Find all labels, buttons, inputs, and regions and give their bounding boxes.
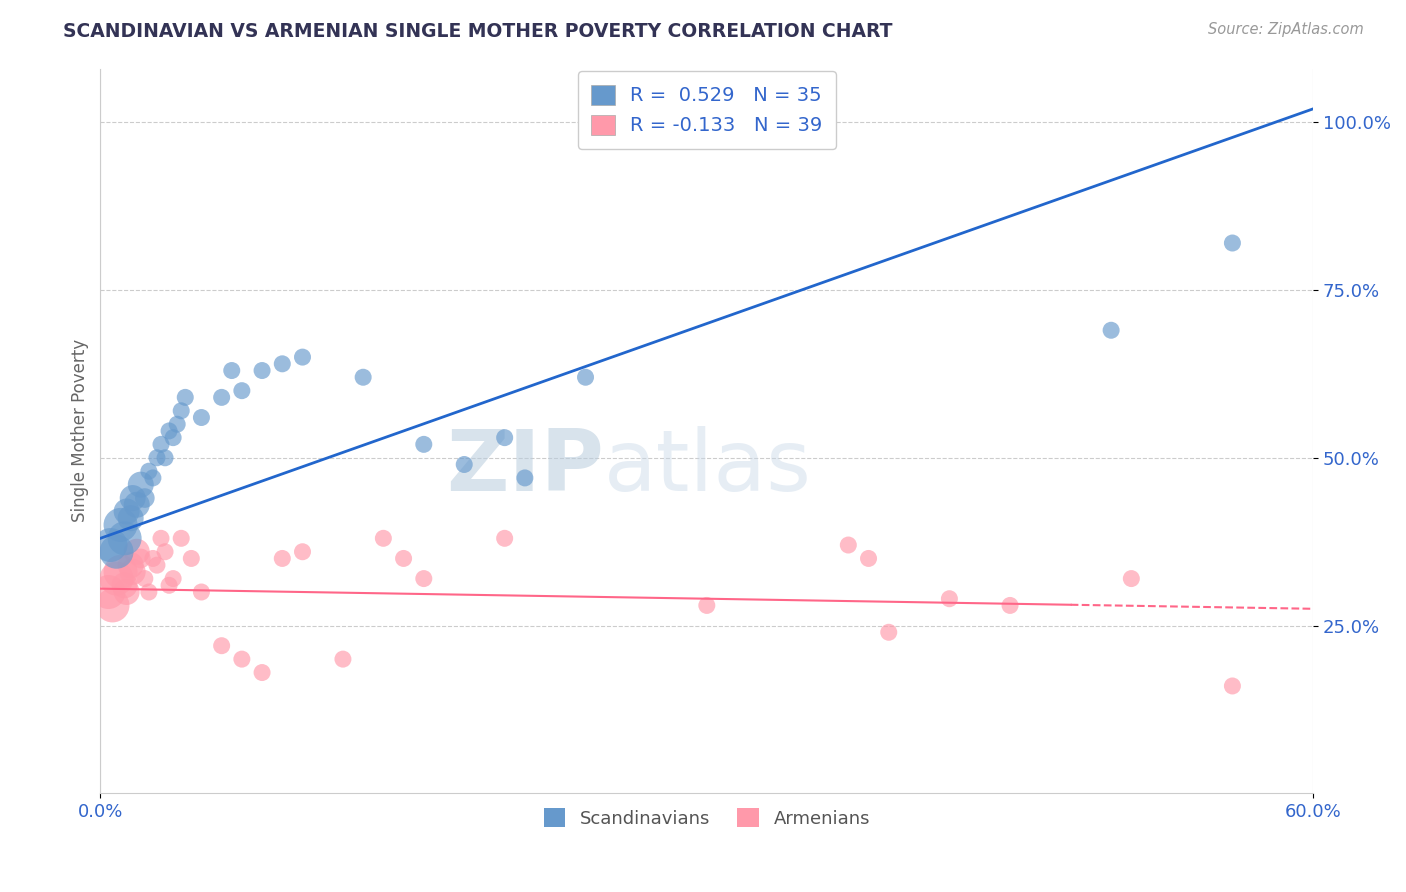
Point [110, 517, 132, 532]
Point [291, 545, 314, 559]
Point [121, 565, 143, 579]
Point [115, 504, 138, 518]
Point [412, 437, 434, 451]
Point [115, 585, 138, 599]
Text: Source: ZipAtlas.com: Source: ZipAtlas.com [1208, 22, 1364, 37]
Point [392, 551, 415, 566]
Point [157, 424, 180, 438]
Point [125, 498, 148, 512]
Point [190, 410, 212, 425]
Point [174, 390, 197, 404]
Point [162, 431, 184, 445]
Point [190, 585, 212, 599]
Point [271, 357, 294, 371]
Y-axis label: Single Mother Poverty: Single Mother Poverty [72, 339, 89, 523]
Point [332, 652, 354, 666]
Point [858, 551, 880, 566]
Point [142, 471, 165, 485]
Point [574, 370, 596, 384]
Point [153, 545, 176, 559]
Point [101, 599, 124, 613]
Point [166, 417, 188, 432]
Point [142, 551, 165, 566]
Point [211, 639, 233, 653]
Point [231, 652, 253, 666]
Point [100, 538, 122, 552]
Point [150, 531, 173, 545]
Point [170, 404, 193, 418]
Point [114, 531, 136, 545]
Point [162, 572, 184, 586]
Point [453, 458, 475, 472]
Point [125, 545, 148, 559]
Point [837, 538, 859, 552]
Point [134, 491, 156, 505]
Point [121, 491, 143, 505]
Point [1099, 323, 1122, 337]
Point [120, 558, 142, 573]
Point [146, 450, 169, 465]
Point [1121, 572, 1143, 586]
Point [250, 363, 273, 377]
Point [129, 477, 152, 491]
Point [271, 551, 294, 566]
Point [105, 545, 128, 559]
Point [696, 599, 718, 613]
Point [105, 572, 128, 586]
Point [97, 585, 120, 599]
Point [352, 370, 374, 384]
Point [211, 390, 233, 404]
Point [231, 384, 253, 398]
Point [157, 578, 180, 592]
Text: ZIP: ZIP [446, 425, 603, 508]
Text: atlas: atlas [603, 425, 811, 508]
Point [494, 531, 516, 545]
Point [110, 565, 132, 579]
Point [250, 665, 273, 680]
Point [120, 511, 142, 525]
Point [494, 431, 516, 445]
Point [150, 437, 173, 451]
Point [1222, 679, 1244, 693]
Point [138, 585, 160, 599]
Point [877, 625, 900, 640]
Point [412, 572, 434, 586]
Point [291, 350, 314, 364]
Point [146, 558, 169, 573]
Point [180, 551, 202, 566]
Point [134, 572, 156, 586]
Point [170, 531, 193, 545]
Point [513, 471, 536, 485]
Point [129, 551, 152, 566]
Text: SCANDINAVIAN VS ARMENIAN SINGLE MOTHER POVERTY CORRELATION CHART: SCANDINAVIAN VS ARMENIAN SINGLE MOTHER P… [63, 22, 893, 41]
Point [114, 578, 136, 592]
Legend: Scandinavians, Armenians: Scandinavians, Armenians [537, 801, 877, 835]
Point [373, 531, 395, 545]
Point [938, 591, 960, 606]
Point [221, 363, 243, 377]
Point [998, 599, 1021, 613]
Point [153, 450, 176, 465]
Point [138, 464, 160, 478]
Point [1222, 235, 1244, 250]
